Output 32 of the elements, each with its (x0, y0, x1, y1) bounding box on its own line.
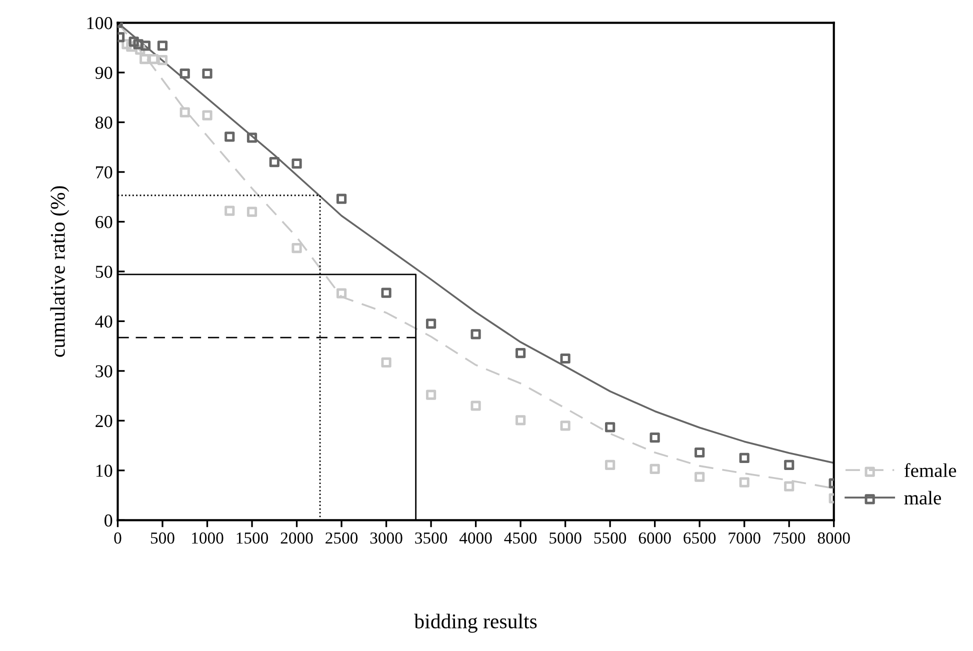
x-tick-label: 6000 (638, 532, 671, 544)
y-tick-label: 90 (95, 66, 112, 79)
x-tick-label: 1500 (236, 532, 268, 544)
x-tick-label: 7000 (728, 532, 760, 544)
y-tick-label: 80 (96, 116, 112, 129)
x-tick-label: 7500 (774, 532, 806, 544)
x-tick-label: 3000 (370, 532, 402, 544)
y-tick-label: 20 (96, 414, 112, 428)
y-tick-label: 70 (96, 166, 112, 178)
x-tick-label: 6500 (684, 532, 716, 544)
x-axis-title: bidding results (414, 614, 537, 633)
legend-label: female (904, 463, 956, 478)
y-tick-label: 0 (104, 514, 112, 527)
x-tick-label: 500 (150, 532, 174, 544)
x-tick-label: 0 (114, 532, 122, 544)
y-tick-label: 50 (96, 266, 112, 278)
x-tick-label: 8000 (818, 532, 850, 544)
x-tick-label: 3500 (415, 532, 448, 544)
x-tick-label: 4000 (459, 532, 492, 544)
x-tick-label: 1000 (192, 532, 224, 544)
x-tick-label: 2500 (326, 532, 358, 544)
y-tick-label: 100 (87, 17, 112, 30)
y-tick-label: 10 (96, 464, 112, 477)
x-tick-label: 5000 (550, 532, 582, 544)
y-axis-title: cumulative ratio (%) (50, 186, 70, 357)
x-tick-label: 5500 (594, 532, 626, 544)
y-tick-label: 60 (96, 216, 112, 228)
x-tick-label: 2000 (280, 532, 313, 544)
y-tick-label: 40 (95, 315, 112, 328)
legend-label: male (904, 490, 941, 505)
x-tick-label: 4500 (504, 532, 537, 544)
y-tick-label: 30 (96, 365, 112, 378)
